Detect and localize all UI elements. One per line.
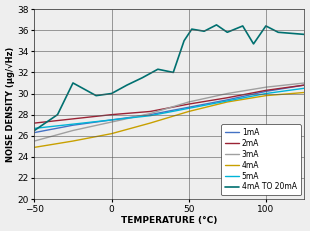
- 3mA: [33, 140, 36, 143]
- 3mA: [110, 121, 113, 123]
- 1mA: [71, 124, 75, 127]
- Line: 4mA TO 20mA: 4mA TO 20mA: [34, 25, 304, 131]
- 4mA TO 20mA: [182, 39, 186, 42]
- 5mA: [225, 100, 229, 102]
- Line: 1mA: 1mA: [34, 85, 304, 133]
- Line: 3mA: 3mA: [34, 83, 304, 141]
- 2mA: [148, 110, 152, 113]
- 4mA TO 20mA: [303, 33, 306, 36]
- 1mA: [148, 113, 152, 116]
- 4mA TO 20mA: [94, 94, 98, 97]
- 4mA: [33, 146, 36, 149]
- 1mA: [303, 84, 306, 86]
- 4mA TO 20mA: [276, 31, 280, 34]
- 4mA TO 20mA: [252, 43, 255, 45]
- 3mA: [187, 100, 191, 103]
- 1mA: [33, 131, 36, 134]
- 2mA: [71, 118, 75, 120]
- 4mA TO 20mA: [264, 24, 268, 27]
- 1mA: [110, 119, 113, 121]
- 4mA TO 20mA: [190, 28, 194, 30]
- 3mA: [264, 86, 268, 88]
- 4mA TO 20mA: [156, 68, 160, 71]
- 4mA TO 20mA: [110, 92, 113, 95]
- 4mA: [148, 122, 152, 125]
- 4mA: [264, 94, 268, 97]
- 4mA TO 20mA: [125, 84, 129, 86]
- 2mA: [33, 122, 36, 125]
- 4mA: [187, 110, 191, 113]
- 2mA: [187, 103, 191, 106]
- Line: 2mA: 2mA: [34, 85, 304, 123]
- 2mA: [110, 113, 113, 116]
- 4mA TO 20mA: [215, 24, 218, 26]
- 5mA: [187, 107, 191, 110]
- 4mA: [225, 100, 229, 103]
- 2mA: [303, 84, 306, 86]
- X-axis label: TEMPERATURE (°C): TEMPERATURE (°C): [121, 216, 218, 225]
- 4mA TO 20mA: [202, 30, 206, 33]
- Line: 5mA: 5mA: [34, 88, 304, 128]
- 5mA: [264, 92, 268, 95]
- 4mA TO 20mA: [56, 113, 60, 116]
- 1mA: [187, 106, 191, 109]
- 4mA TO 20mA: [33, 129, 36, 132]
- 4mA: [110, 132, 113, 135]
- 4mA: [71, 140, 75, 143]
- 2mA: [264, 89, 268, 92]
- 4mA TO 20mA: [225, 31, 229, 34]
- 3mA: [71, 129, 75, 132]
- 5mA: [33, 127, 36, 130]
- 4mA TO 20mA: [71, 82, 75, 84]
- 4mA TO 20mA: [140, 76, 144, 79]
- 4mA TO 20mA: [171, 71, 175, 74]
- 4mA TO 20mA: [241, 24, 245, 27]
- 5mA: [110, 119, 113, 121]
- Line: 4mA: 4mA: [34, 92, 304, 147]
- 5mA: [71, 123, 75, 125]
- 3mA: [225, 92, 229, 95]
- 2mA: [225, 96, 229, 99]
- 1mA: [264, 90, 268, 93]
- 5mA: [148, 114, 152, 117]
- 4mA: [303, 91, 306, 94]
- 3mA: [148, 112, 152, 115]
- Legend: 1mA, 2mA, 3mA, 4mA, 5mA, 4mA TO 20mA: 1mA, 2mA, 3mA, 4mA, 5mA, 4mA TO 20mA: [221, 124, 301, 195]
- 5mA: [303, 87, 306, 90]
- 3mA: [303, 82, 306, 84]
- Y-axis label: NOISE DENSITY (µg/√Hz): NOISE DENSITY (µg/√Hz): [6, 46, 15, 162]
- 1mA: [225, 98, 229, 101]
